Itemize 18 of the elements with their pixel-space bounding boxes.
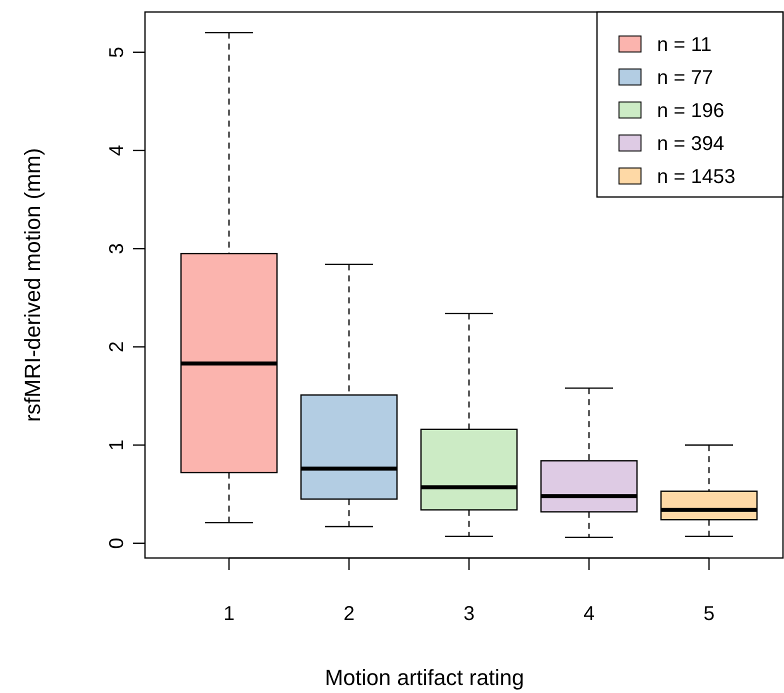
y-tick-label: 1 [106,440,128,451]
legend-label: n = 196 [657,100,724,122]
y-axis-title: rsfMRI-derived motion (mm) [20,148,45,422]
x-tick-label: 1 [223,603,235,625]
legend-label: n = 394 [657,133,724,155]
x-axis-title: Motion artifact rating [324,665,524,690]
x-tick-label: 2 [343,603,355,625]
x-tick-label: 5 [703,603,715,625]
y-tick-label: 2 [106,341,128,352]
x-tick-label: 3 [463,603,475,625]
y-tick-label: 0 [106,538,128,549]
legend-label: n = 11 [657,34,712,56]
legend-label: n = 77 [657,67,714,89]
y-tick-label: 3 [106,243,128,254]
y-tick-label: 5 [106,46,128,58]
y-tick-label: 4 [106,144,128,156]
legend-label: n = 1453 [657,166,736,188]
x-tick-label: 4 [583,603,595,625]
